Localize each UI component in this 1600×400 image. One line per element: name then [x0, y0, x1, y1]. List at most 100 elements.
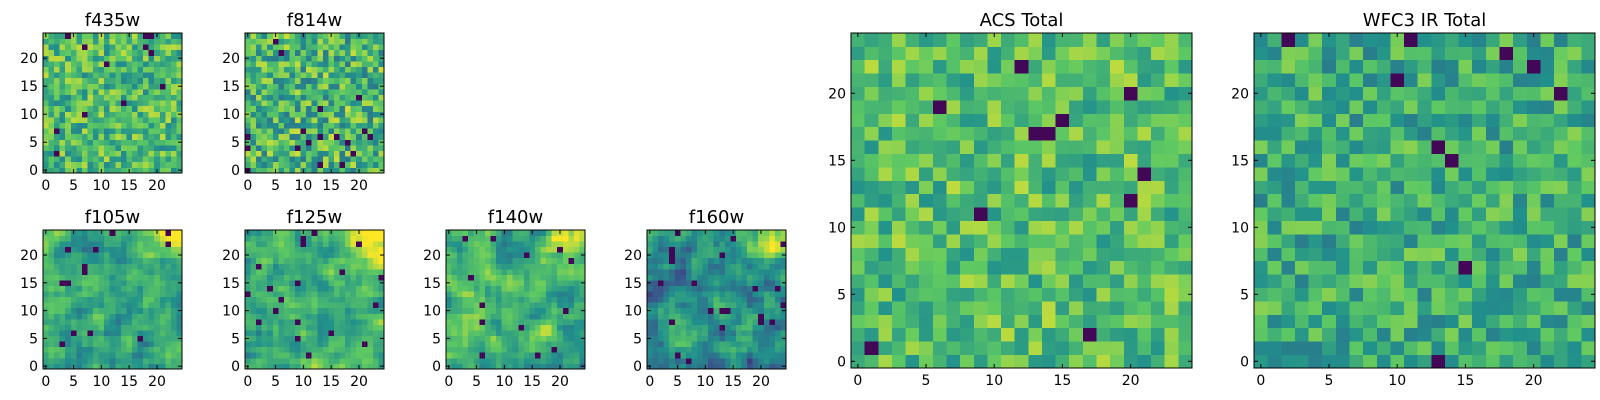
heatmap-cell [1363, 260, 1378, 275]
heatmap-cell [76, 263, 83, 270]
heatmap-cell [1123, 354, 1138, 369]
heatmap-cell [774, 346, 781, 353]
heatmap-cell [317, 307, 324, 314]
heatmap-cell [1254, 327, 1269, 342]
heatmap-cell [289, 167, 296, 174]
heatmap-cell [76, 241, 83, 248]
heatmap-cell [256, 156, 263, 163]
heatmap-cell [529, 274, 536, 281]
heatmap-cell [54, 341, 61, 348]
heatmap-cell [1431, 260, 1446, 275]
heatmap-cell [81, 33, 88, 39]
heatmap-cell [339, 105, 346, 112]
heatmap-cell [272, 246, 279, 253]
heatmap-cell [76, 150, 83, 157]
heatmap-cell [115, 122, 122, 129]
heatmap-cell [104, 296, 111, 303]
heatmap-cell [1458, 287, 1473, 302]
heatmap-cell [76, 94, 83, 101]
heatmap-cell [120, 55, 127, 62]
heatmap-cell [126, 257, 133, 264]
panel-title: f160w [689, 207, 744, 228]
heatmap-cell [159, 117, 166, 123]
heatmap-cell [322, 252, 329, 259]
heatmap-cell [730, 357, 737, 364]
heatmap-cell [170, 246, 177, 253]
heatmap-cell [104, 66, 111, 73]
heatmap-cell [932, 46, 947, 61]
heatmap-cell [878, 167, 893, 181]
heatmap-cell [261, 89, 268, 95]
heatmap-cell [512, 274, 519, 281]
heatmap-cell [126, 89, 133, 95]
heatmap-cell [300, 257, 307, 264]
heatmap-cell [361, 83, 368, 90]
heatmap-cell [104, 268, 111, 275]
heatmap-cell [647, 296, 653, 303]
heatmap-cell [176, 33, 183, 39]
heatmap-cell [562, 363, 569, 370]
heatmap-cell [250, 105, 257, 112]
heatmap-cell [378, 324, 385, 331]
heatmap-cell [462, 307, 469, 314]
heatmap-cell [93, 352, 99, 359]
heatmap-cell [960, 33, 975, 47]
heatmap-cell [878, 287, 893, 302]
heatmap-cell [93, 156, 99, 163]
heatmap-cell [300, 296, 307, 303]
heatmap-cell [322, 117, 329, 123]
heatmap-cell [267, 291, 274, 298]
heatmap-cell [137, 268, 144, 275]
heatmap-cell [905, 140, 920, 154]
heatmap-cell [54, 89, 61, 95]
heatmap-cell [283, 230, 290, 236]
heatmap-cell [76, 246, 83, 253]
heatmap-cell [143, 89, 150, 95]
heatmap-cell [115, 296, 122, 303]
heatmap-cell [322, 268, 329, 275]
heatmap-cell [1123, 113, 1138, 128]
heatmap-cell [272, 352, 279, 359]
heatmap-cell [490, 363, 497, 370]
heatmap-cell [905, 100, 920, 114]
heatmap-cell [361, 167, 368, 174]
heatmap-cell [468, 335, 475, 342]
heatmap-cell [176, 66, 183, 73]
heatmap-cell [148, 72, 155, 79]
heatmap-cell [93, 83, 99, 90]
heatmap-cell [317, 49, 324, 56]
heatmap-cell [350, 246, 357, 253]
heatmap-cell [176, 346, 183, 353]
heatmap-cell [1267, 314, 1282, 329]
heatmap-cell [1581, 247, 1596, 262]
heatmap-cell [512, 313, 519, 320]
heatmap-cell [540, 363, 547, 370]
heatmap-cell [165, 150, 172, 157]
heatmap-cell [1082, 100, 1097, 114]
heatmap-cell [496, 341, 502, 348]
heatmap-cell [685, 280, 692, 286]
heatmap-cell [339, 167, 346, 174]
heatmap-cell [306, 111, 313, 118]
heatmap-cell [93, 285, 99, 292]
heatmap-cell [278, 77, 285, 84]
heatmap-cell [372, 318, 379, 325]
heatmap-cell [283, 246, 290, 253]
heatmap-cell [59, 363, 66, 370]
heatmap-cell [685, 257, 692, 264]
heatmap-cell [1322, 153, 1337, 168]
heatmap-cell [70, 49, 77, 56]
heatmap-cell [65, 230, 72, 236]
heatmap-cell [345, 313, 352, 320]
heatmap-cell [1294, 193, 1309, 208]
heatmap-cell [76, 100, 83, 107]
heatmap-cell [104, 263, 111, 270]
heatmap-cell [272, 274, 279, 281]
heatmap-cell [1110, 113, 1125, 128]
heatmap-cell [339, 33, 346, 39]
heatmap-cell [261, 274, 268, 281]
heatmap-cell [131, 280, 138, 286]
heatmap-cell [115, 257, 122, 264]
heatmap-cell [295, 83, 301, 90]
heatmap-cell [987, 354, 1002, 369]
